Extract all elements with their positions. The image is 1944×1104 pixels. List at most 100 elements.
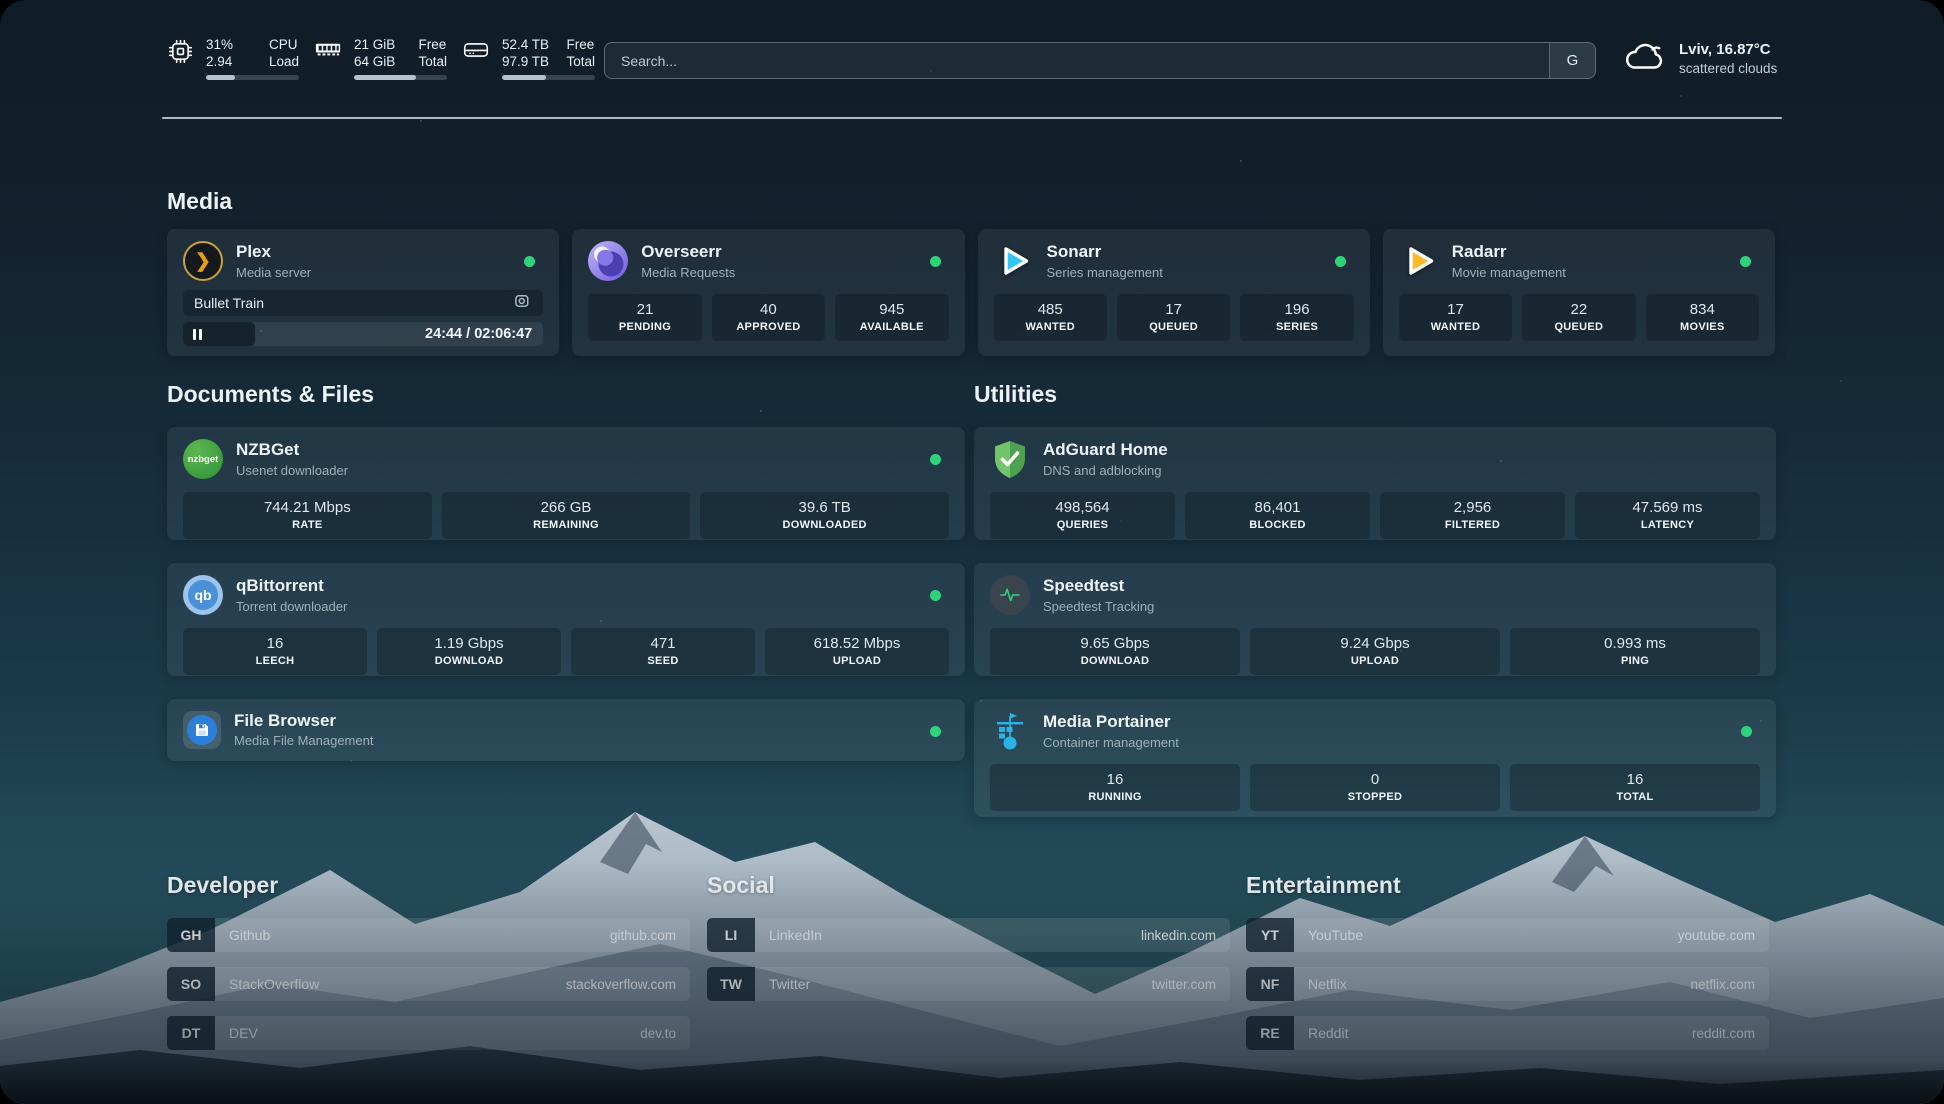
section-title-media: Media (167, 188, 233, 214)
bookmark-linkedin[interactable]: LI LinkedIn linkedin.com (707, 918, 1230, 952)
cpu-values: 31% 2.94 (206, 37, 234, 69)
sonarr-logo-icon (994, 241, 1034, 281)
online-status-dot (930, 590, 941, 601)
disk-widget: 52.4 TB 97.9 TB Free Total (463, 36, 595, 80)
media-card-grid: ❯ Plex Media server Bullet Train (167, 229, 1775, 356)
stat-box: 17 WANTED (1398, 294, 1513, 341)
service-name: File Browser (234, 711, 337, 730)
weather-widget: Lviv, 16.87°C scattered clouds (1624, 40, 1777, 78)
utilities-column: AdGuard Home DNS and adblocking 498,564 Q… (974, 427, 1776, 817)
bookmark-reddit[interactable]: RE Reddit reddit.com (1246, 1016, 1769, 1050)
bookmark-abbr-badge: YT (1246, 918, 1294, 952)
search-engine-button[interactable]: G (1549, 43, 1595, 78)
bookmark-name: Github (229, 927, 271, 943)
service-name: Plex (236, 242, 271, 262)
bookmark-url: reddit.com (1691, 1025, 1755, 1041)
service-subtitle: Media server (236, 264, 312, 280)
weather-location-temp: Lviv, 16.87°C (1679, 41, 1771, 58)
service-subtitle: Movie management (1451, 264, 1566, 280)
stat-box: 9.65 Gbps DOWNLOAD (990, 628, 1240, 675)
bookmark-url: github.com (609, 927, 676, 943)
bookmark-name: Twitter (769, 976, 811, 992)
bookmark-netflix[interactable]: NF Netflix netflix.com (1246, 967, 1769, 1001)
section-title-entertainment: Entertainment (1246, 872, 1401, 898)
bookmark-abbr-badge: GH (167, 918, 215, 952)
service-card-plex[interactable]: ❯ Plex Media server Bullet Train (167, 229, 560, 356)
service-subtitle: Media Requests (641, 264, 736, 280)
adguard-logo-icon (990, 439, 1030, 479)
search-input[interactable] (605, 43, 1549, 78)
documents-column: nzbget NZBGet Usenet downloader 744.21 M… (167, 427, 965, 761)
service-name: Media Portainer (1043, 712, 1171, 732)
service-subtitle: Container management (1043, 734, 1179, 750)
stat-box: 9.24 Gbps UPLOAD (1250, 628, 1500, 675)
mountain-wallpaper (0, 812, 1944, 1104)
bookmark-twitter[interactable]: TW Twitter twitter.com (707, 967, 1230, 1001)
service-subtitle: DNS and adblocking (1043, 462, 1162, 478)
disk-values: 52.4 TB 97.9 TB (502, 37, 550, 69)
speedtest-logo-icon (990, 575, 1030, 615)
bookmark-github[interactable]: GH Github github.com (167, 918, 690, 952)
service-name: NZBGet (236, 440, 300, 460)
bookmark-youtube[interactable]: YT YouTube youtube.com (1246, 918, 1769, 952)
bookmarks-social: Social LI LinkedIn linkedin.com TW Twitt… (707, 872, 1230, 1016)
search-bar: G (604, 42, 1596, 79)
pause-icon (193, 328, 196, 340)
bookmark-dev[interactable]: DT DEV dev.to (167, 1016, 690, 1050)
cloud-icon (1624, 41, 1666, 78)
service-card-overseerr[interactable]: Overseerr Media Requests 21 PENDING 40 APP… (572, 229, 965, 356)
service-card-qbittorrent[interactable]: qb qBittorrent Torrent downloader 16 LEEC… (167, 563, 965, 676)
ram-icon (315, 39, 341, 59)
bookmark-stackoverflow[interactable]: SO StackOverflow stackoverflow.com (167, 967, 690, 1001)
stat-box: 744.21 Mbps RATE (183, 492, 432, 539)
stat-box: 16 RUNNING (990, 764, 1240, 811)
nzbget-logo-icon: nzbget (183, 439, 223, 479)
online-status-dot (930, 454, 941, 465)
service-name: AdGuard Home (1043, 440, 1168, 460)
bookmark-url: stackoverflow.com (565, 976, 676, 992)
stats-row: 498,564 QUERIES 86,401 BLOCKED 2,956 FILTER… (990, 492, 1760, 539)
stat-box: 196 SERIES (1240, 294, 1354, 341)
qbittorrent-logo-icon: qb (183, 575, 223, 615)
system-widgets: 31% 2.94 CPU Load 21 GiB 64 GiB Free Total (167, 36, 595, 80)
stat-box: 0.993 ms PING (1510, 628, 1760, 675)
service-card-portainer[interactable]: Media Portainer Container management 16 R… (974, 699, 1776, 817)
stat-box: 16 LEECH (183, 628, 367, 675)
stat-box: 40 APPROVED (711, 294, 826, 341)
service-subtitle: Torrent downloader (236, 598, 348, 614)
bookmarks-developer: Developer GH Github github.com SO StackO… (167, 872, 690, 1065)
stats-row: 744.21 Mbps RATE 266 GB REMAINING 39.6 TB D… (183, 492, 950, 539)
filebrowser-logo-icon (183, 710, 221, 749)
service-card-radarr[interactable]: Radarr Movie management 17 WANTED 22 QUEUE… (1382, 229, 1775, 356)
bookmark-name: StackOverflow (229, 976, 320, 992)
service-name: qBittorrent (236, 576, 324, 596)
service-card-nzbget[interactable]: nzbget NZBGet Usenet downloader 744.21 M… (167, 427, 965, 540)
service-card-adguard[interactable]: AdGuard Home DNS and adblocking 498,564 Q… (974, 427, 1776, 540)
bookmarks-entertainment: Entertainment YT YouTube youtube.com NF … (1246, 872, 1769, 1065)
bookmark-name: Reddit (1308, 1025, 1349, 1041)
service-card-filebrowser[interactable]: File Browser Media File Management (167, 699, 965, 761)
bookmark-name: DEV (229, 1025, 258, 1041)
stat-box: 21 PENDING (588, 294, 702, 341)
bookmark-abbr-badge: SO (167, 967, 215, 1001)
now-playing-title: Bullet Train (194, 295, 265, 311)
stat-box: 22 QUEUED (1522, 294, 1636, 341)
playback-progress-fill (183, 322, 256, 346)
bookmark-name: LinkedIn (769, 927, 822, 943)
plex-now-playing-row: Bullet Train (183, 290, 544, 316)
cpu-progress-bar (206, 75, 299, 80)
stats-row: 21 PENDING 40 APPROVED 945 AVAILABLE (588, 294, 949, 341)
plex-playback-progress: 24:44 / 02:06:47 (183, 322, 544, 346)
stat-box: 471 SEED (571, 628, 755, 675)
header-divider (162, 117, 1782, 119)
portainer-logo-icon (990, 711, 1030, 751)
memory-values: 21 GiB 64 GiB (354, 37, 396, 69)
snow-speckles (0, 0, 2, 2)
service-name: Speedtest (1043, 576, 1125, 596)
service-name: Sonarr (1046, 242, 1102, 262)
service-card-speedtest[interactable]: Speedtest Speedtest Tracking 9.65 Gbps DO… (974, 563, 1776, 676)
stat-box: 47.569 ms LATENCY (1575, 492, 1760, 539)
bookmark-url: netflix.com (1690, 976, 1755, 992)
stat-box: 2,956 FILTERED (1380, 492, 1565, 539)
service-card-sonarr[interactable]: Sonarr Series management 485 WANTED 17 QUE… (977, 229, 1370, 356)
